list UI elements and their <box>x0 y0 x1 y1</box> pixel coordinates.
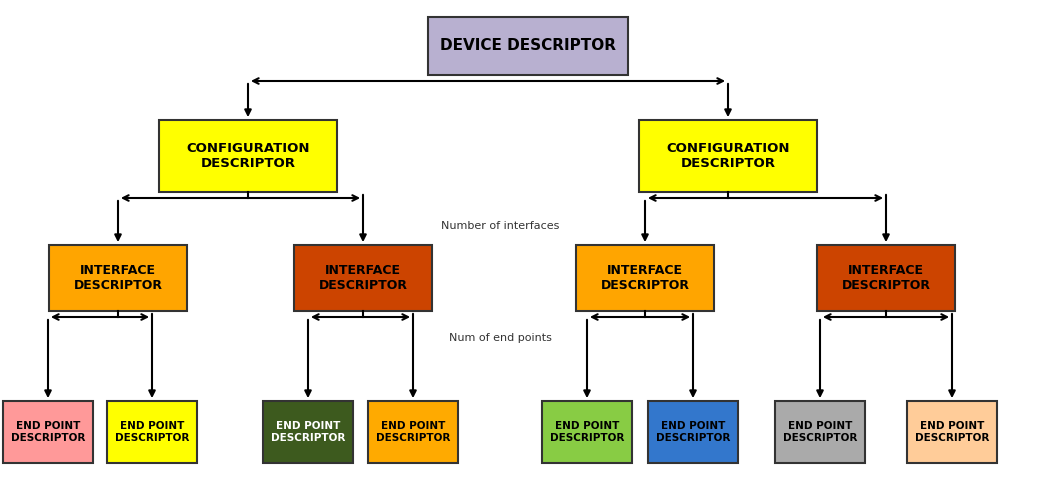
Text: Num of end points: Num of end points <box>449 333 551 343</box>
FancyBboxPatch shape <box>294 245 432 311</box>
Text: END POINT
DESCRIPTOR: END POINT DESCRIPTOR <box>115 421 189 443</box>
FancyBboxPatch shape <box>3 401 93 463</box>
Text: INTERFACE
DESCRIPTOR: INTERFACE DESCRIPTOR <box>601 264 690 292</box>
Text: Number of interfaces: Number of interfaces <box>440 221 560 231</box>
FancyBboxPatch shape <box>576 245 714 311</box>
Text: END POINT
DESCRIPTOR: END POINT DESCRIPTOR <box>914 421 989 443</box>
FancyBboxPatch shape <box>428 17 628 75</box>
Text: CONFIGURATION
DESCRIPTOR: CONFIGURATION DESCRIPTOR <box>666 142 790 170</box>
Text: END POINT
DESCRIPTOR: END POINT DESCRIPTOR <box>270 421 345 443</box>
Text: INTERFACE
DESCRIPTOR: INTERFACE DESCRIPTOR <box>74 264 163 292</box>
Text: INTERFACE
DESCRIPTOR: INTERFACE DESCRIPTOR <box>319 264 408 292</box>
FancyBboxPatch shape <box>107 401 197 463</box>
FancyBboxPatch shape <box>648 401 738 463</box>
Text: INTERFACE
DESCRIPTOR: INTERFACE DESCRIPTOR <box>842 264 930 292</box>
FancyBboxPatch shape <box>367 401 458 463</box>
FancyBboxPatch shape <box>907 401 997 463</box>
Text: END POINT
DESCRIPTOR: END POINT DESCRIPTOR <box>656 421 730 443</box>
FancyBboxPatch shape <box>639 120 817 192</box>
FancyBboxPatch shape <box>817 245 955 311</box>
FancyBboxPatch shape <box>49 245 187 311</box>
FancyBboxPatch shape <box>159 120 337 192</box>
Text: END POINT
DESCRIPTOR: END POINT DESCRIPTOR <box>550 421 624 443</box>
FancyBboxPatch shape <box>775 401 865 463</box>
Text: END POINT
DESCRIPTOR: END POINT DESCRIPTOR <box>11 421 86 443</box>
Text: END POINT
DESCRIPTOR: END POINT DESCRIPTOR <box>376 421 450 443</box>
Text: CONFIGURATION
DESCRIPTOR: CONFIGURATION DESCRIPTOR <box>186 142 309 170</box>
FancyBboxPatch shape <box>542 401 631 463</box>
Text: END POINT
DESCRIPTOR: END POINT DESCRIPTOR <box>782 421 857 443</box>
Text: DEVICE DESCRIPTOR: DEVICE DESCRIPTOR <box>440 39 616 54</box>
FancyBboxPatch shape <box>263 401 353 463</box>
